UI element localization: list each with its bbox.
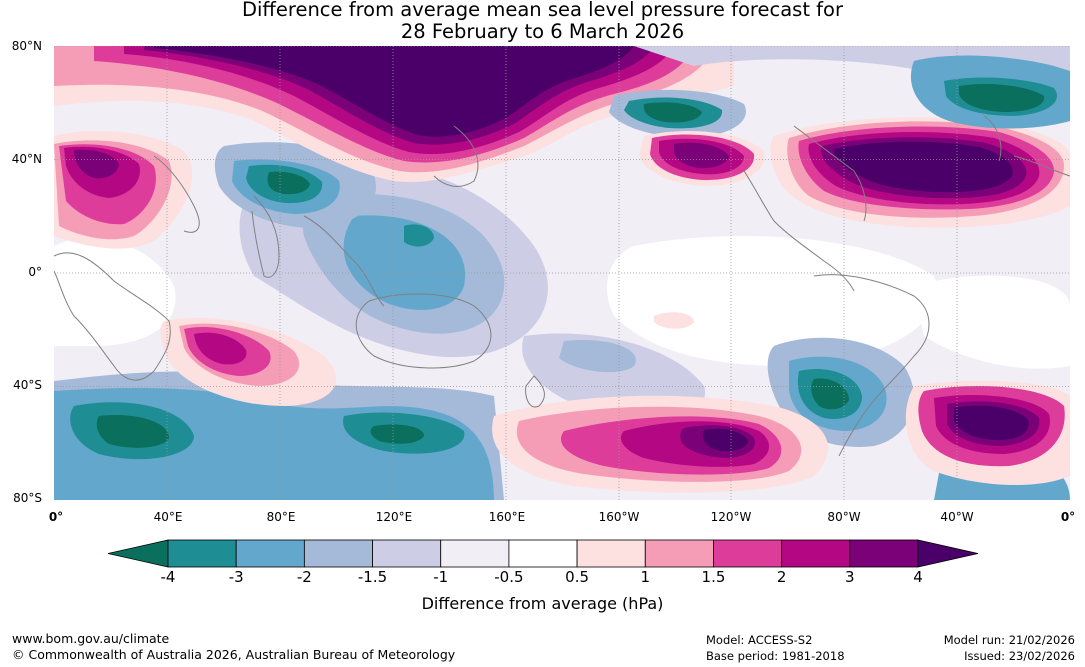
lat-label-equator: 0° <box>28 265 42 279</box>
colorbar-box <box>168 540 236 567</box>
colorbar-box <box>577 540 645 567</box>
south-pacific-positive <box>492 396 828 493</box>
colorbar-arrow-max <box>918 540 978 567</box>
colorbar-box <box>373 540 441 567</box>
lon-label-40w: 40°W <box>940 510 973 524</box>
lon-label-40e: 40°E <box>154 510 183 524</box>
colorbar-tick-label: 0.5 <box>565 568 589 586</box>
colorbar-tick-label: -1 <box>433 568 448 586</box>
colorbar-tick-label: -1.5 <box>358 568 387 586</box>
colorbar-tick-label: -2 <box>297 568 312 586</box>
colorbar-box <box>782 540 850 567</box>
footer-url: www.bom.gov.au/climate <box>12 631 169 647</box>
colorbar-tick-label: 3 <box>845 568 855 586</box>
colorbar-box <box>304 540 372 567</box>
colorbar-tick-label: -4 <box>161 568 176 586</box>
lon-label-160e: 160°E <box>489 510 526 524</box>
lon-label-160w: 160°W <box>599 510 640 524</box>
lat-label-40n: 40°N <box>12 152 42 166</box>
footer-model-run: Model run: 21/02/2026 <box>944 632 1075 648</box>
footer-base-period: Base period: 1981-2018 <box>706 648 845 664</box>
lat-label-80s: 80°S <box>13 491 42 505</box>
lon-label-0-west: 0° <box>49 510 63 524</box>
colorbar-tick-label: 2 <box>777 568 787 586</box>
footer-issued: Issued: 23/02/2026 <box>964 648 1075 664</box>
lon-label-120w: 120°W <box>711 510 752 524</box>
map-title-line-1: Difference from average mean sea level p… <box>0 0 1085 21</box>
lon-label-80w: 80°W <box>827 510 860 524</box>
colorbar-box <box>645 540 713 567</box>
colorbar-box <box>441 540 509 567</box>
lat-label-40s: 40°S <box>13 378 42 392</box>
footer-model: Model: ACCESS-S2 <box>706 632 812 648</box>
lon-label-120e: 120°E <box>376 510 413 524</box>
colorbar-tick-label: -0.5 <box>494 568 523 586</box>
lon-label-80e: 80°E <box>267 510 296 524</box>
colorbar-arrow-min <box>108 540 168 567</box>
lat-label-80n: 80°N <box>12 39 42 53</box>
colorbar-box <box>509 540 577 567</box>
colorbar-tick-label: 4 <box>913 568 923 586</box>
colorbar-tick-label: 1.5 <box>702 568 726 586</box>
footer-copyright: © Commonwealth of Australia 2026, Austra… <box>12 647 455 663</box>
colorbar-tick-label: -3 <box>229 568 244 586</box>
map-title-line-2: 28 February to 6 March 2026 <box>0 21 1085 43</box>
colorbar-box <box>236 540 304 567</box>
colorbar-box <box>713 540 781 567</box>
colorbar-box <box>850 540 918 567</box>
colorbar-tick-label: 1 <box>640 568 650 586</box>
colorbar-title: Difference from average (hPa) <box>0 594 1085 613</box>
pressure-anomaly-map <box>54 46 1070 500</box>
lon-label-0-east: 0° <box>1061 510 1075 524</box>
